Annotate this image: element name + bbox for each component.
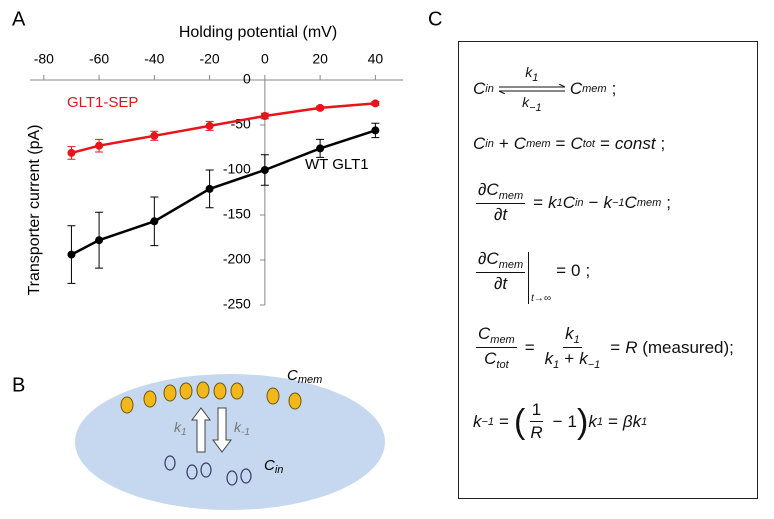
data-point	[67, 148, 76, 157]
series-label: WT GLT1	[305, 156, 369, 173]
x-tick-label: 0	[261, 51, 269, 67]
data-point	[260, 166, 269, 174]
panel-label: A	[12, 8, 26, 30]
data-point	[95, 236, 104, 245]
arrow-down	[212, 407, 232, 453]
data-point	[150, 131, 159, 140]
x-tick-label: -60	[89, 51, 109, 67]
data-point	[67, 250, 76, 259]
x-tick-label: 40	[368, 51, 384, 67]
data-point	[95, 141, 104, 150]
internal-transporters	[164, 455, 252, 486]
y-tick-label: -150	[223, 206, 251, 222]
x-tick-label: 20	[312, 51, 328, 67]
equation: Cmem Ctot = k1 k1 + k−1 = R (measured);	[476, 324, 734, 371]
data-point	[205, 184, 214, 193]
y-tick-label: -200	[223, 251, 251, 267]
y-axis-title: Transporter current (pA)	[26, 124, 43, 295]
x-axis-title: Holding potential (mV)	[179, 24, 337, 41]
panel-label: C	[428, 8, 442, 30]
data-point	[371, 126, 380, 135]
data-point	[316, 103, 325, 112]
data-point	[150, 217, 159, 226]
data-point	[316, 144, 325, 153]
equation: ∂Cmem ∂t t→∞ = 0;	[476, 248, 591, 304]
y-tick-label: -100	[223, 161, 251, 177]
reaction-arrows	[498, 84, 566, 94]
cell-diagram: Cmem k1 k-1 Cin	[75, 367, 385, 510]
membrane-transporters	[120, 381, 302, 414]
k-minus1-label: k-1	[234, 419, 250, 438]
series-line	[70, 129, 376, 256]
k1-label: k1	[174, 419, 187, 438]
y-tick-label: 0	[243, 71, 251, 87]
series-label: GLT1-SEP	[67, 94, 138, 111]
x-tick-label: -20	[199, 51, 219, 67]
panel-label: B	[12, 374, 25, 396]
data-point	[205, 121, 214, 130]
data-point	[260, 112, 269, 120]
c-mem-label: Cmem	[287, 367, 322, 386]
arrow-up	[191, 407, 211, 453]
y-tick-label: -250	[223, 296, 251, 312]
x-tick-label: -80	[34, 51, 54, 67]
data-point	[371, 99, 380, 108]
x-tick-label: -40	[144, 51, 164, 67]
c-in-label: Cin	[264, 457, 283, 476]
